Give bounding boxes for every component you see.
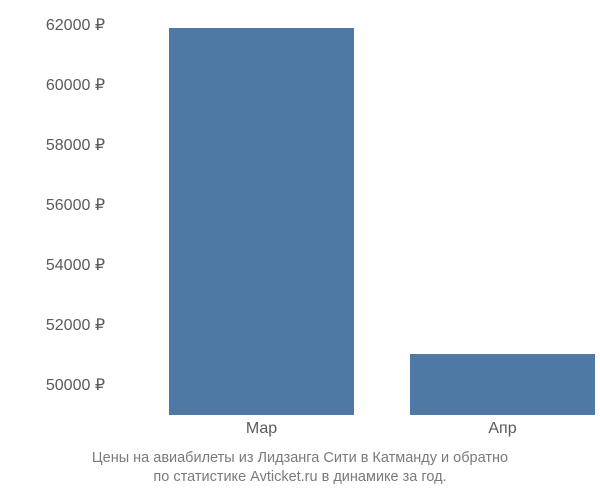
y-tick-label: 52000 ₽ — [46, 315, 105, 335]
x-tick-label: Мар — [246, 420, 277, 438]
y-tick-label: 62000 ₽ — [46, 15, 105, 35]
caption-line-1: Цены на авиабилеты из Лидзанга Сити в Ка… — [92, 450, 508, 466]
y-tick-label: 54000 ₽ — [46, 255, 105, 275]
plot-area — [110, 25, 580, 415]
y-tick-label: 60000 ₽ — [46, 75, 105, 95]
chart-caption: Цены на авиабилеты из Лидзанга Сити в Ка… — [0, 449, 600, 488]
bar — [410, 354, 595, 416]
y-tick-label: 50000 ₽ — [46, 375, 105, 395]
price-chart: 50000 ₽ 52000 ₽ 54000 ₽ 56000 ₽ 58000 ₽ 60000… — [0, 0, 600, 500]
y-tick-label: 58000 ₽ — [46, 135, 105, 155]
x-tick-label: Апр — [488, 420, 516, 438]
bar — [169, 28, 354, 415]
y-tick-label: 56000 ₽ — [46, 195, 105, 215]
caption-line-2: по статистике Avticket.ru в динамике за … — [153, 469, 446, 485]
